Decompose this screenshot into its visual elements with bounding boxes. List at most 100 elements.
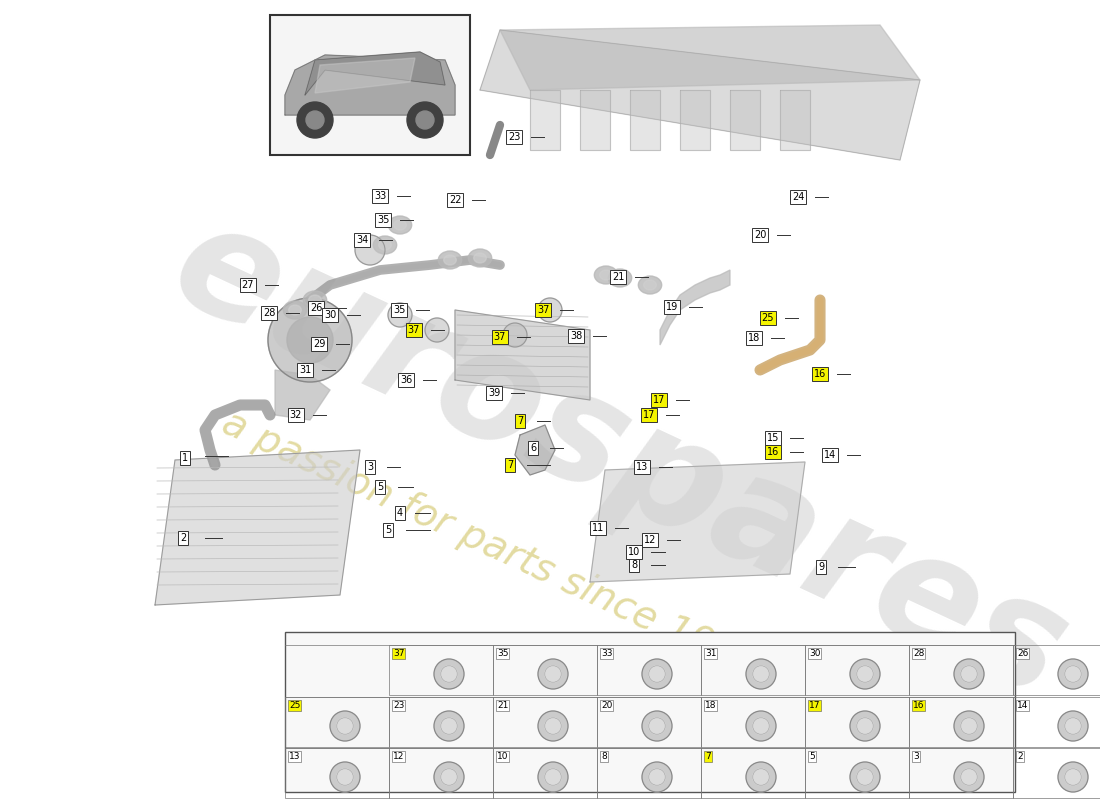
Ellipse shape	[594, 266, 618, 284]
Bar	[270, 15, 470, 155]
Polygon shape	[500, 25, 920, 90]
Text: 39: 39	[488, 388, 501, 398]
Polygon shape	[455, 310, 590, 400]
Polygon shape	[305, 52, 446, 95]
Text: 37: 37	[537, 305, 549, 315]
Ellipse shape	[644, 280, 657, 290]
Polygon shape	[155, 450, 360, 605]
Text: 14: 14	[824, 450, 836, 460]
Text: 13: 13	[289, 752, 300, 761]
Text: 18: 18	[748, 333, 760, 343]
Circle shape	[752, 718, 769, 734]
Bar	[805, 697, 909, 747]
Text: 21: 21	[497, 701, 508, 710]
Text: 1: 1	[182, 453, 188, 463]
Ellipse shape	[388, 216, 411, 234]
Text: 3: 3	[913, 752, 918, 761]
Circle shape	[649, 718, 666, 734]
Bar	[597, 697, 701, 747]
Ellipse shape	[600, 270, 613, 280]
Circle shape	[434, 762, 464, 792]
Text: 13: 13	[636, 462, 648, 472]
Text: 33: 33	[374, 191, 386, 201]
Circle shape	[746, 711, 776, 741]
Polygon shape	[660, 270, 730, 345]
Text: 20: 20	[601, 701, 613, 710]
Circle shape	[746, 659, 776, 689]
Circle shape	[388, 303, 412, 327]
Text: 23: 23	[508, 132, 520, 142]
Circle shape	[850, 762, 880, 792]
Text: 6: 6	[530, 443, 536, 453]
Polygon shape	[530, 90, 560, 150]
Circle shape	[857, 769, 873, 786]
Text: 29: 29	[312, 339, 326, 349]
Text: 35: 35	[377, 215, 389, 225]
Text: 2: 2	[1018, 752, 1023, 761]
Text: 31: 31	[705, 649, 716, 658]
Text: 28: 28	[913, 649, 924, 658]
Circle shape	[1058, 659, 1088, 689]
Text: 26: 26	[310, 303, 322, 313]
Circle shape	[441, 769, 458, 786]
Ellipse shape	[469, 249, 492, 267]
Polygon shape	[590, 462, 805, 582]
Ellipse shape	[614, 273, 626, 283]
Text: 18: 18	[705, 701, 716, 710]
Polygon shape	[285, 55, 455, 115]
Polygon shape	[580, 90, 611, 150]
Ellipse shape	[394, 220, 406, 230]
Bar	[493, 697, 597, 747]
Circle shape	[337, 718, 353, 734]
Text: 37: 37	[393, 649, 405, 658]
Circle shape	[434, 711, 464, 741]
Circle shape	[960, 769, 977, 786]
Text: 27: 27	[242, 280, 254, 290]
Ellipse shape	[474, 253, 486, 263]
Text: 12: 12	[393, 752, 405, 761]
Circle shape	[538, 659, 568, 689]
Bar	[1013, 697, 1100, 747]
Circle shape	[306, 111, 324, 129]
Circle shape	[268, 298, 352, 382]
Circle shape	[441, 718, 458, 734]
Circle shape	[960, 718, 977, 734]
Circle shape	[642, 762, 672, 792]
Text: 3: 3	[367, 462, 373, 472]
Bar	[1013, 748, 1100, 798]
Bar	[597, 645, 701, 695]
Bar	[805, 645, 909, 695]
Bar	[597, 748, 701, 798]
Circle shape	[416, 111, 434, 129]
Polygon shape	[315, 58, 415, 93]
Polygon shape	[630, 90, 660, 150]
Ellipse shape	[438, 251, 462, 269]
Text: 38: 38	[570, 331, 582, 341]
Text: 8: 8	[631, 560, 637, 570]
Bar	[285, 748, 389, 798]
Text: 36: 36	[400, 375, 412, 385]
Circle shape	[649, 666, 666, 682]
Circle shape	[538, 762, 568, 792]
Circle shape	[425, 318, 449, 342]
Text: 19: 19	[666, 302, 678, 312]
Bar	[285, 632, 1015, 792]
Text: 5: 5	[377, 482, 383, 492]
Bar	[701, 697, 805, 747]
Polygon shape	[480, 30, 920, 160]
Circle shape	[954, 659, 985, 689]
Ellipse shape	[443, 255, 456, 265]
Bar	[805, 748, 909, 798]
Circle shape	[954, 762, 985, 792]
Circle shape	[544, 769, 561, 786]
Circle shape	[1065, 769, 1081, 786]
Text: 7: 7	[507, 460, 513, 470]
Circle shape	[441, 666, 458, 682]
Text: 4: 4	[397, 508, 403, 518]
Text: 31: 31	[299, 365, 311, 375]
Circle shape	[1065, 718, 1081, 734]
Circle shape	[649, 769, 666, 786]
Circle shape	[857, 666, 873, 682]
Polygon shape	[780, 90, 810, 150]
Bar	[909, 697, 1013, 747]
